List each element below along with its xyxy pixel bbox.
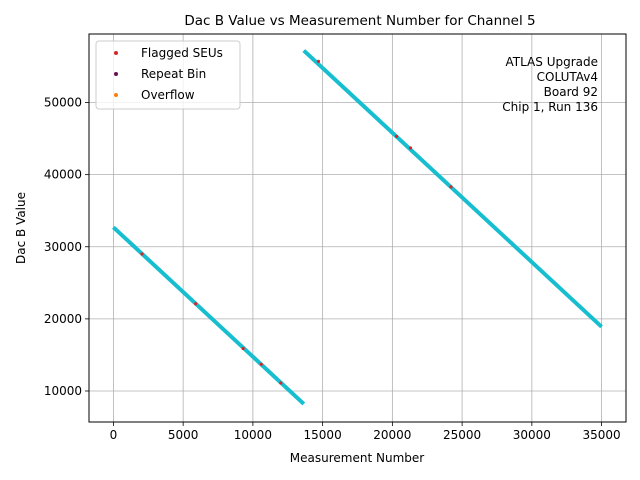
x-tick-label: 25000 [443, 428, 481, 442]
y-tick-label: 30000 [44, 240, 82, 254]
flagged-seu-point [316, 59, 321, 64]
data-layer [112, 49, 603, 406]
legend-entry: Overflow [141, 88, 195, 102]
legend-marker [114, 51, 118, 55]
legend-marker [114, 72, 118, 76]
x-axis-label: Measurement Number [290, 451, 424, 465]
x-tick-label: 0 [110, 428, 118, 442]
annotation-line: COLUTAv4 [537, 70, 598, 84]
flagged-seu-point [394, 134, 399, 139]
x-tick-label: 35000 [582, 428, 620, 442]
flagged-seu-point [449, 185, 453, 189]
x-tick-label: 5000 [168, 428, 199, 442]
y-tick-label: 50000 [44, 96, 82, 110]
y-tick-label: 10000 [44, 384, 82, 398]
plot-frame [88, 33, 627, 423]
x-axis: 0 5000 10000 15000 20000 25000 30000 35000 [110, 422, 621, 442]
y-tick-label: 20000 [44, 312, 82, 326]
annotation-line: Board 92 [544, 85, 598, 99]
legend: Flagged SEUs Repeat Bin Overflow [95, 40, 241, 110]
flagged-seu-point [408, 146, 413, 150]
annotation-line: ATLAS Upgrade [505, 55, 598, 69]
flagged-seu-point [259, 362, 263, 366]
flagged-seu-point [140, 252, 144, 256]
x-tick-label: 20000 [373, 428, 411, 442]
legend-entry: Flagged SEUs [141, 46, 223, 60]
y-tick-label: 40000 [44, 168, 82, 182]
chart-title: Dac B Value vs Measurement Number for Ch… [184, 13, 535, 29]
x-tick-label: 30000 [513, 428, 551, 442]
flagged-seu-point [194, 302, 198, 306]
x-tick-label: 10000 [234, 428, 272, 442]
annotation-line: Chip 1, Run 136 [502, 100, 598, 114]
legend-marker [114, 93, 118, 97]
legend-frame [95, 40, 241, 110]
x-tick-label: 15000 [304, 428, 342, 442]
measurement-points [302, 49, 603, 329]
y-axis-label: Dac B Value [14, 192, 28, 264]
flagged-seu-point [241, 346, 245, 351]
flagged-seu-point [279, 381, 283, 385]
measurement-points [112, 225, 306, 406]
y-axis: 10000 20000 30000 40000 50000 [44, 96, 89, 398]
legend-entry: Repeat Bin [141, 67, 206, 81]
